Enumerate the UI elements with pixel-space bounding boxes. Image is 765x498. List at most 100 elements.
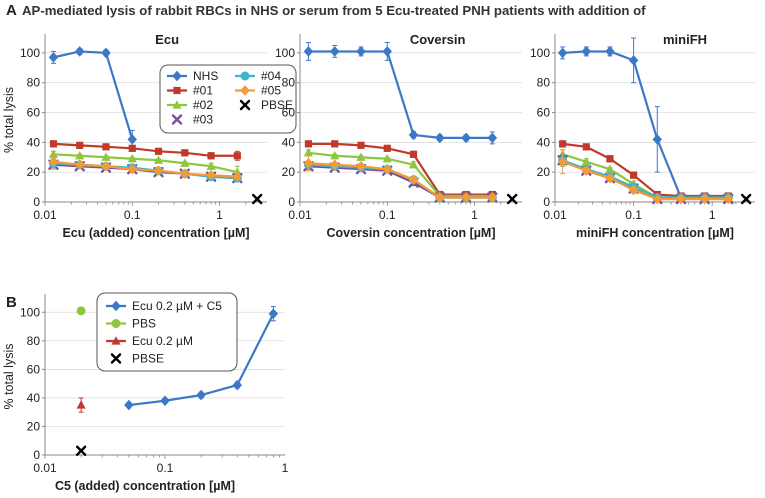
- data-point-02: [382, 153, 392, 163]
- data-point-05: [206, 169, 216, 181]
- data-point-05: [232, 171, 243, 182]
- panel-b-label: B: [6, 294, 17, 311]
- x-tick-label: 1: [471, 208, 478, 222]
- data-point-05: [382, 163, 392, 175]
- series-nhs: [48, 46, 137, 149]
- legend-label: #04: [261, 69, 281, 83]
- data-point-01: [357, 141, 365, 149]
- y-tick-label: 60: [27, 362, 41, 376]
- y-tick-label: 100: [275, 46, 295, 60]
- data-point-nhs: [461, 132, 471, 144]
- data-point-nhs: [382, 46, 392, 57]
- data-point-05: [408, 174, 419, 185]
- data-point-01: [181, 149, 189, 157]
- data-point-ecu-0-2-m-c5: [124, 399, 134, 411]
- y-tick-label: 60: [27, 106, 41, 120]
- data-point-02: [48, 149, 59, 158]
- x-tick-label: 0.01: [543, 208, 567, 222]
- y-axis-label: % total lysis: [2, 87, 16, 153]
- legend-item-ecu-0-2-m-c5: Ecu 0.2 µM + C5: [106, 299, 222, 313]
- data-point-01: [76, 141, 84, 149]
- data-point-05: [435, 192, 445, 203]
- data-point-ecu-0-2-m-c5: [160, 395, 170, 407]
- legend-item-01: #01: [167, 84, 213, 98]
- x-axis-label: miniFH concentration [µM]: [576, 226, 734, 240]
- data-point-01: [207, 152, 215, 160]
- data-point-nhs: [652, 134, 663, 145]
- data-point-05: [180, 168, 190, 179]
- data-point-02: [101, 152, 111, 161]
- y-tick-label: 0: [543, 195, 550, 209]
- data-point-nhs: [74, 46, 85, 57]
- data-point-01: [331, 140, 339, 148]
- legend-label: #02: [193, 98, 213, 112]
- legend-label: PBSE: [261, 98, 293, 112]
- series-line-nhs: [308, 50, 493, 139]
- legend-symbol: [111, 318, 121, 328]
- data-point-02: [605, 164, 615, 173]
- data-point-nhs: [628, 55, 639, 66]
- legend-label: PBS: [132, 317, 156, 331]
- data-point-nhs: [356, 46, 366, 57]
- data-point-05: [101, 160, 111, 172]
- x-axis-label: C5 (added) concentration [µM]: [55, 479, 235, 493]
- legend-symbol: [172, 100, 182, 109]
- data-point-nhs: [101, 47, 111, 59]
- data-point-05: [356, 160, 366, 172]
- x-tick-label: 1: [216, 208, 223, 222]
- legend-item-04: #04: [235, 69, 281, 83]
- y-tick-label: 20: [537, 165, 551, 179]
- legend-label: Ecu 0.2 µM + C5: [132, 299, 222, 313]
- x-tick-label: 0.01: [288, 208, 312, 222]
- series-05: [303, 155, 498, 203]
- y-tick-label: 80: [282, 76, 296, 90]
- y-tick-label: 40: [27, 391, 41, 405]
- y-tick-label: 60: [282, 106, 296, 120]
- data-point-nhs: [435, 132, 445, 144]
- data-point-01: [154, 147, 163, 155]
- x-tick-label: 0.1: [625, 208, 642, 222]
- y-tick-label: 60: [537, 106, 551, 120]
- data-point-01: [304, 140, 313, 148]
- data-point-nhs: [605, 46, 615, 57]
- data-point-nhs: [127, 134, 137, 145]
- y-tick-label: 80: [27, 76, 41, 90]
- series-01: [49, 140, 241, 161]
- data-point-nhs: [487, 132, 498, 144]
- legend-label: NHS: [193, 69, 218, 83]
- series-nhs: [303, 41, 498, 145]
- data-point-pbse: [251, 193, 263, 205]
- y-tick-label: 100: [20, 305, 40, 319]
- data-point-01: [102, 143, 110, 151]
- data-point-05: [676, 193, 686, 205]
- data-point-pbse: [75, 445, 87, 456]
- legend-label: #05: [261, 84, 281, 98]
- y-tick-label: 40: [27, 135, 41, 149]
- x-tick-label: 0.1: [157, 461, 174, 475]
- data-point-pbse: [506, 193, 518, 205]
- legend-item-nhs: NHS: [167, 69, 218, 83]
- data-point-01: [582, 143, 590, 151]
- legend-item-05: #05: [235, 84, 281, 98]
- data-point-nhs: [581, 46, 592, 57]
- data-point-02: [153, 155, 164, 164]
- data-point-01: [128, 144, 136, 152]
- legend-label: #03: [193, 113, 213, 127]
- chart-title: Ecu: [155, 32, 179, 47]
- x-tick-label: 0.01: [33, 461, 57, 475]
- data-point-ecu-0-2-m-c5: [196, 389, 206, 401]
- legend-item-02: #02: [167, 98, 213, 112]
- data-point-05: [581, 165, 592, 176]
- x-tick-label: 1: [282, 461, 289, 475]
- panel-a-label: A: [6, 2, 17, 19]
- legend-item-pbse: PBSE: [239, 98, 293, 112]
- x-tick-label: 0.1: [379, 208, 396, 222]
- data-point-05: [652, 193, 663, 205]
- legend: Ecu 0.2 µM + C5 PBS Ecu 0.2 µM PBSE: [96, 292, 238, 372]
- data-point-02: [75, 150, 85, 160]
- x-tick-label: 0.01: [33, 208, 57, 222]
- y-tick-label: 0: [33, 448, 40, 462]
- y-axis-label: % total lysis: [2, 344, 16, 410]
- y-tick-label: 100: [20, 46, 40, 60]
- data-point-nhs: [303, 46, 314, 57]
